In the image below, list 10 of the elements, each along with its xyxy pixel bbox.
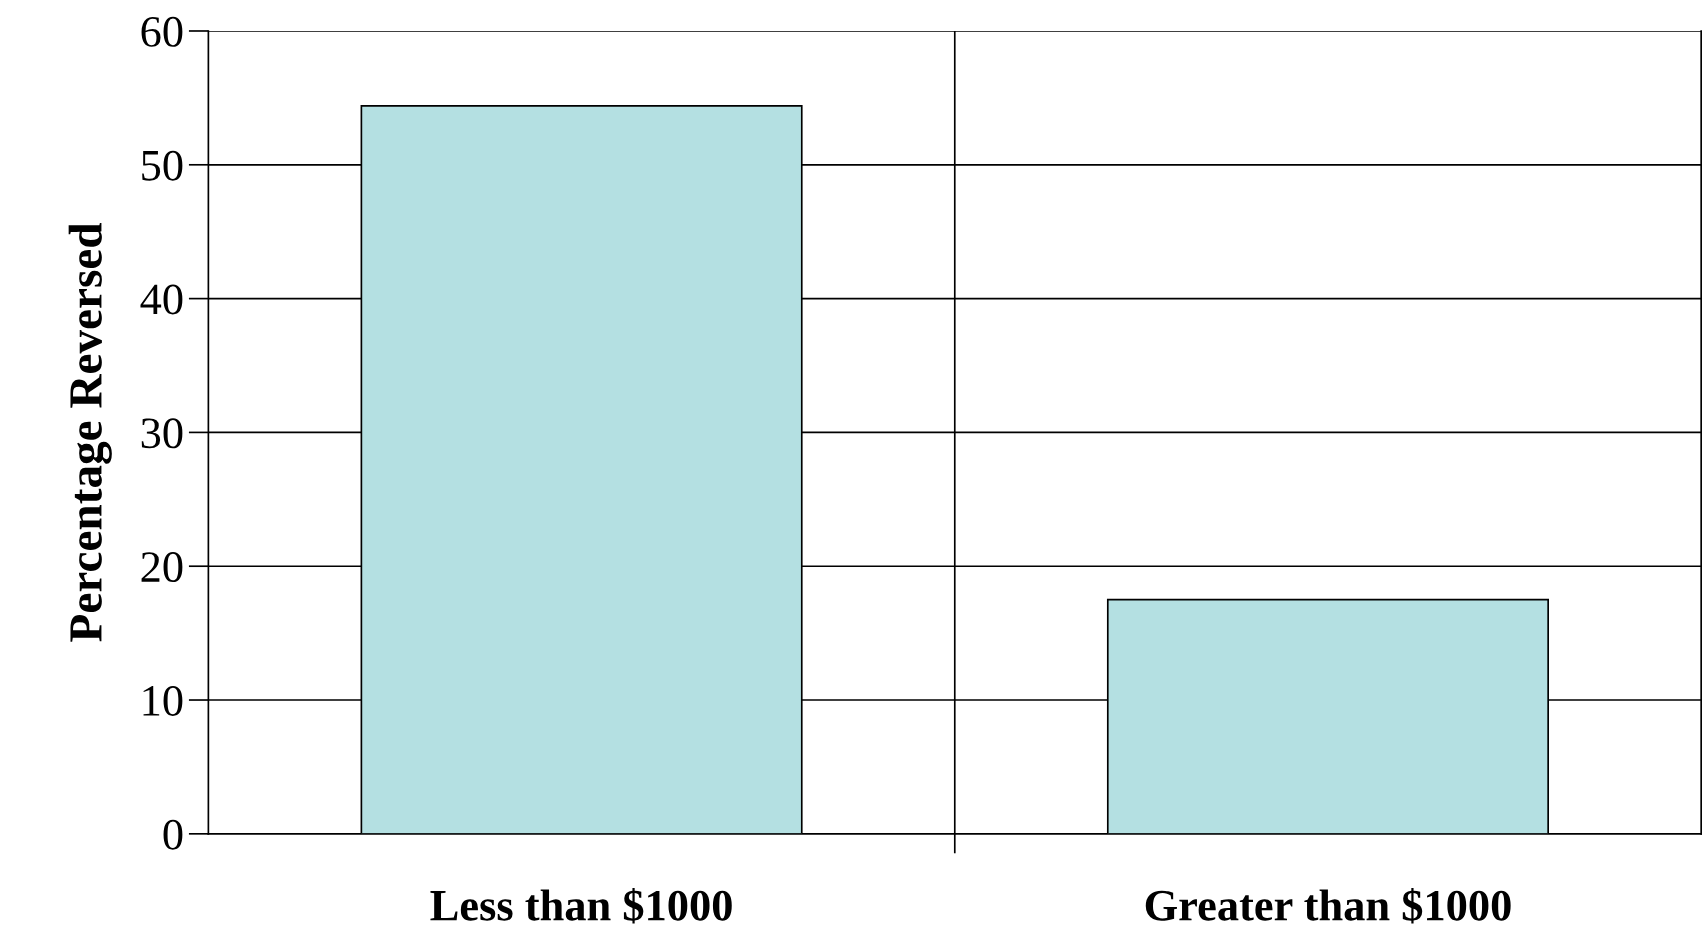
y-tick-label: 30 xyxy=(141,418,183,449)
x-tick-label: Less than $1000 xyxy=(430,888,732,924)
y-tick-label: 40 xyxy=(140,284,183,315)
y-axis-title: Percentage Reversed xyxy=(68,222,112,642)
x-tick-label: Greater than $1000 xyxy=(1145,888,1511,924)
y-tick-label: 50 xyxy=(142,150,183,181)
y-tick-label: 0 xyxy=(163,819,183,850)
y-tick-label: 20 xyxy=(141,552,183,583)
y-tick-label: 10 xyxy=(143,685,183,716)
y-tick-label: 60 xyxy=(141,16,183,47)
